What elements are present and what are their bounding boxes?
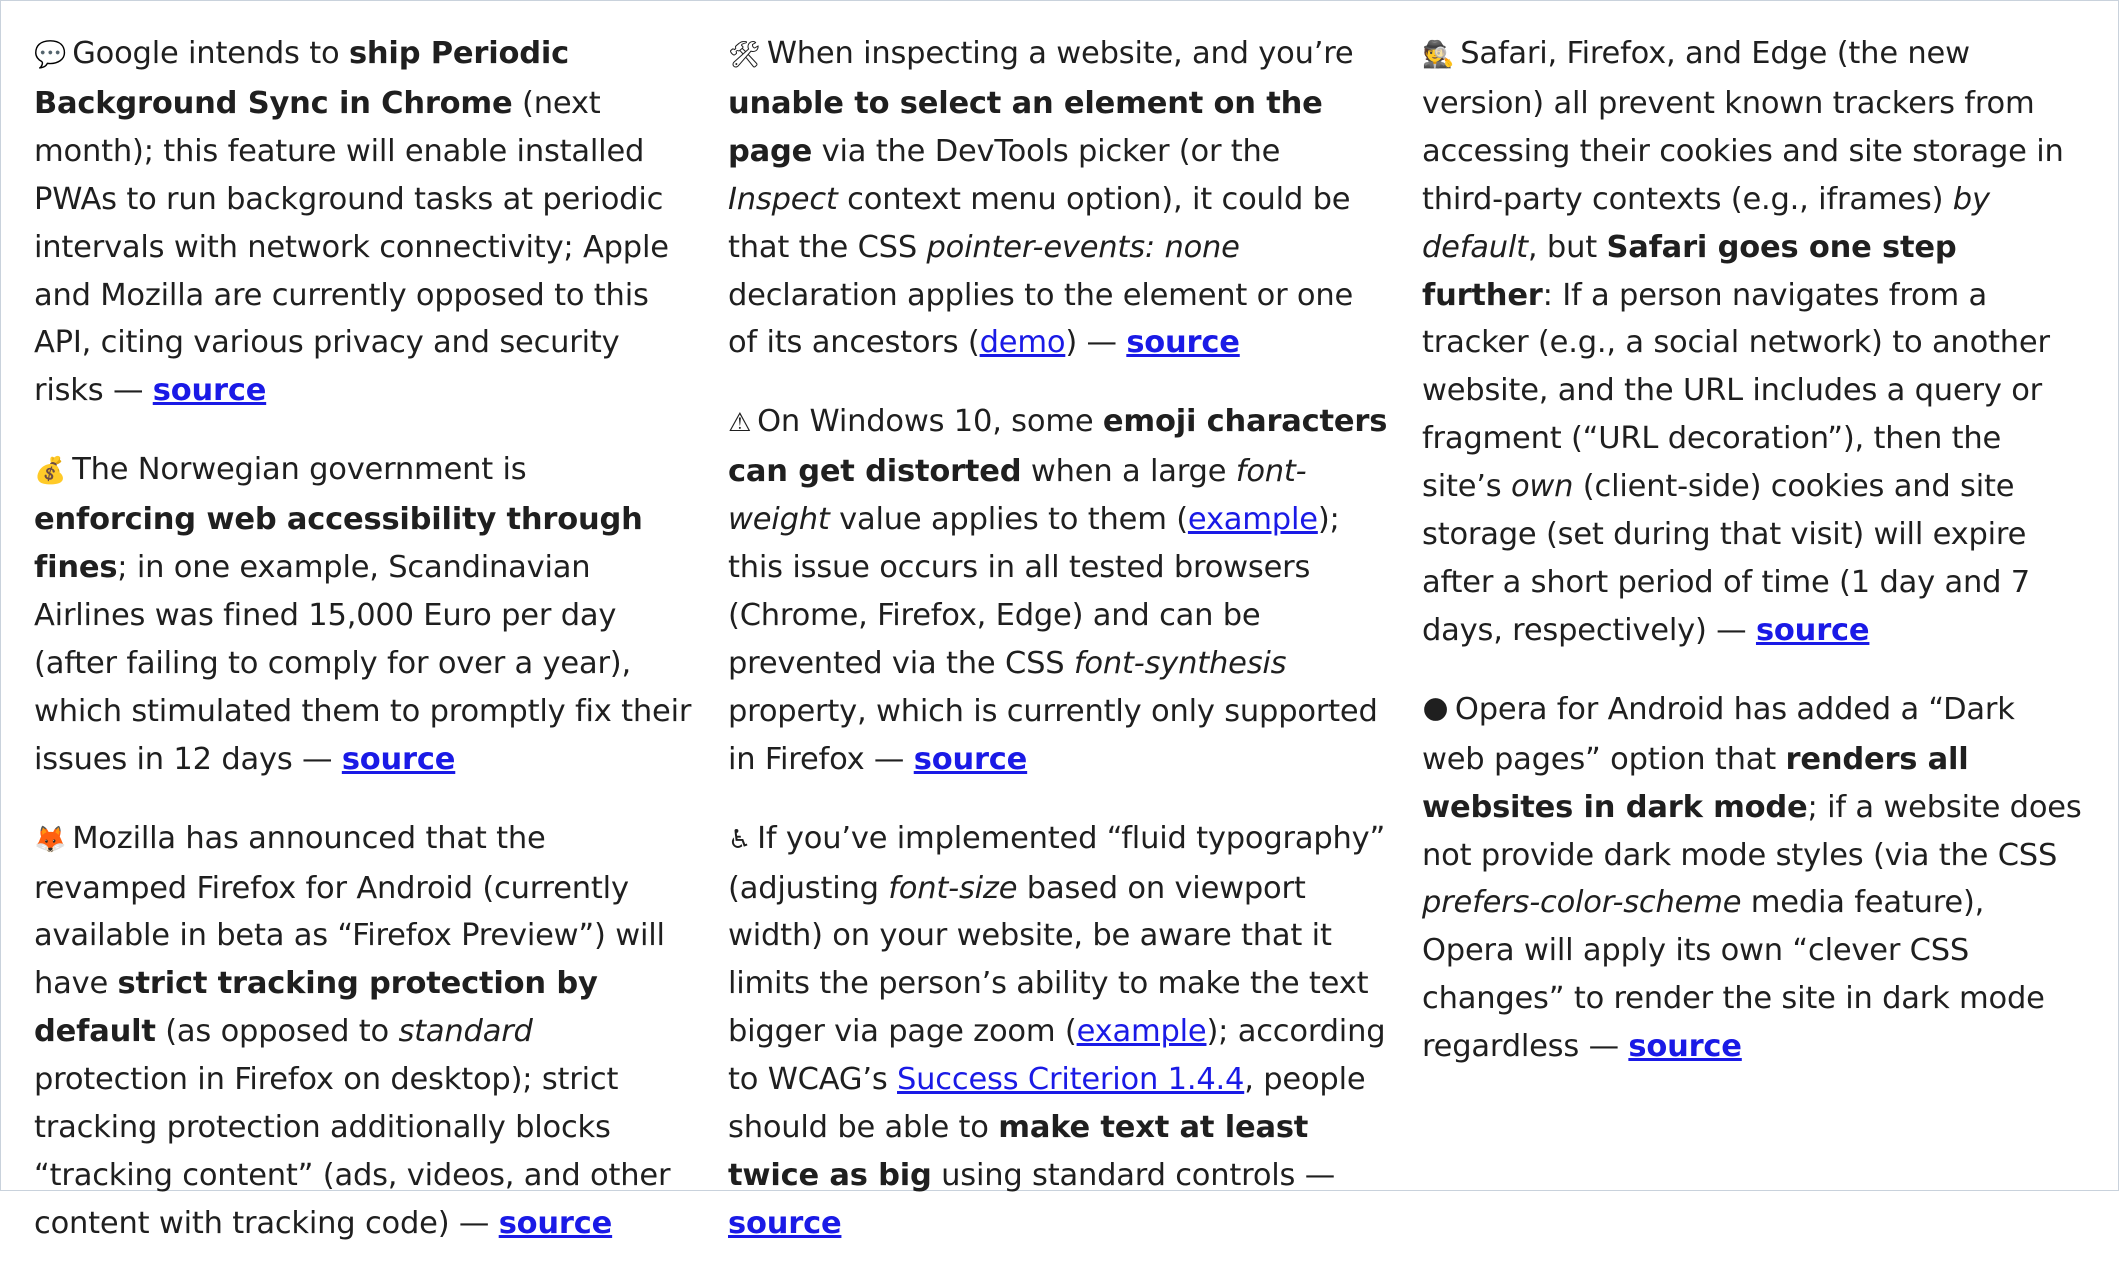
tools-icon: 🛠 [728,40,761,70]
emphasis-bold: ship Periodic Background Sync in Chrome [34,36,569,121]
item-text: media feature), Opera will apply its own… [1422,885,2045,1065]
column-1: 💬 Google intends to ship Periodic Backgro… [34,30,694,1279]
item-text: Safari, Firefox, and Edge (the new versi… [1422,36,2064,217]
item-text: : If a person navigates from a tracker (… [1422,277,2050,505]
news-item: 💰 The Norwegian government is enforcing w… [34,446,694,783]
emphasis-italic: standard [398,1014,533,1050]
source-link[interactable]: source [341,741,456,777]
wheelchair-icon: ♿ [728,824,752,855]
item-text: (next month); this feature will enable i… [34,85,669,409]
emphasis-italic: font-weight [728,454,1307,538]
inline-link[interactable]: demo [979,325,1066,361]
item-text: (client-side) cookies and site storage (… [1422,469,2030,648]
news-item: ♿ If you’ve implemented “fluid typography… [728,815,1388,1248]
news-columns: 💬 Google intends to ship Periodic Backgro… [34,30,2094,1279]
item-text: declaration applies to the element or on… [728,277,1354,361]
news-item: 🦊 Mozilla has announced that the revamped… [34,815,694,1248]
emphasis-bold: emoji characters can get distorted [728,404,1388,490]
emphasis-italic: Inspect [728,181,838,217]
item-text: , but [1527,229,1607,265]
item-text: property, which is currently only suppor… [728,693,1378,777]
new-moon-icon: 🌑 [1422,695,1449,726]
item-text: context menu option), it could be that t… [728,181,1351,265]
item-text: (as opposed to [155,1014,399,1050]
speech-bubble-icon: 💬 [34,40,67,70]
emphasis-italic: by default [1422,181,1990,265]
column-2: 🛠 When inspecting a website, and you’re u… [728,30,1388,1279]
emphasis-italic: prefers-color-scheme [1422,885,1742,921]
item-text: On Windows 10, some [757,404,1103,440]
emphasis-italic: font-synthesis [1073,645,1287,681]
source-link[interactable]: source [152,373,267,409]
source-link[interactable]: source [498,1205,613,1241]
item-text: value applies to them ( [829,502,1188,538]
item-text: ) — [1065,325,1127,361]
source-link[interactable]: source [1126,325,1240,361]
item-text: Mozilla has announced that the revamped … [34,820,665,1002]
inline-link[interactable]: Success Criterion 1.4.4 [897,1062,1245,1098]
news-item: 🕵 Safari, Firefox, and Edge (the new vers… [1422,30,2082,655]
item-text: using standard controls — [931,1157,1336,1193]
news-item: 💬 Google intends to ship Periodic Backgro… [34,30,694,415]
emphasis-italic: pointer-events: none [926,229,1240,265]
emphasis-bold: renders all websites in dark mode [1422,741,1969,825]
inline-link[interactable]: example [1187,502,1318,538]
news-item: ⚠ On Windows 10, some emoji characters ca… [728,398,1388,783]
emphasis-bold: strict tracking protection by default [34,966,598,1050]
item-text: when a large [1021,454,1236,490]
item-text: The Norwegian government is [72,452,527,488]
emphasis-italic: own [1510,469,1574,505]
source-link[interactable]: source [728,1205,842,1241]
news-item: 🌑 Opera for Android has added a “Dark web… [1422,686,2082,1071]
item-text: ; in one example, Scandinavian Airlines … [34,550,692,777]
item-text: ); according to WCAG’s [728,1014,1386,1098]
inline-link[interactable]: example [1076,1014,1207,1050]
column-3: 🕵 Safari, Firefox, and Edge (the new vers… [1422,30,2082,1279]
warning-icon: ⚠ [728,408,752,439]
emphasis-bold: unable to select an element on the page [728,85,1323,169]
emphasis-italic: font-size [888,870,1018,906]
item-text: When inspecting a website, and you’re [766,36,1354,71]
news-item: 🛠 When inspecting a website, and you’re u… [728,30,1388,367]
item-text: ; if a website does not provide dark mod… [1422,789,2082,873]
item-text: Opera for Android has added a “Dark web … [1422,691,2015,777]
money-bag-icon: 💰 [34,456,67,487]
source-link[interactable]: source [913,741,1028,777]
emphasis-bold: enforcing web accessibility through fine… [34,502,643,586]
detective-icon: 🕵 [1422,40,1455,70]
emphasis-bold: Safari goes one step further [1422,229,1957,313]
item-text: Google intends to [72,36,349,71]
item-text: If you’ve implemented “fluid typography”… [728,820,1386,906]
item-text: ); this issue occurs in all tested brows… [728,502,1340,681]
fox-icon: 🦊 [34,824,67,855]
source-link[interactable]: source [1755,612,1870,648]
item-text: via the DevTools picker (or the [812,133,1281,169]
emphasis-bold: make text at least twice as big [728,1110,1309,1193]
source-link[interactable]: source [1628,1029,1742,1065]
item-text: based on viewport width) on your website… [728,870,1369,1050]
item-text: , people should be able to [728,1062,1366,1146]
